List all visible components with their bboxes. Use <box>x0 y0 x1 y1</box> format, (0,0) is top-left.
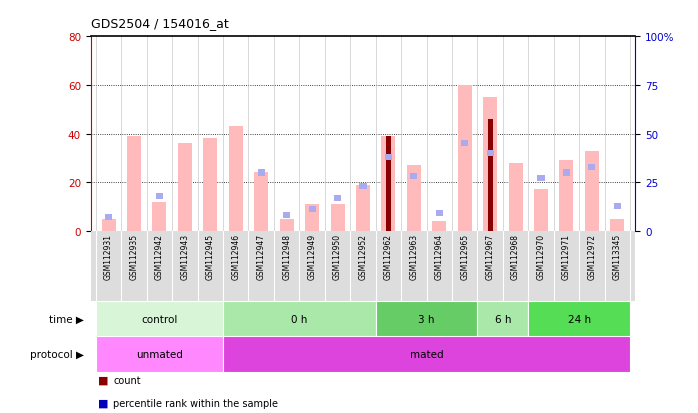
Text: GSM112949: GSM112949 <box>308 233 317 280</box>
Bar <box>223 337 630 372</box>
Text: percentile rank within the sample: percentile rank within the sample <box>113 398 278 408</box>
Bar <box>96 301 223 337</box>
Bar <box>534 190 548 231</box>
Text: GSM112972: GSM112972 <box>588 233 596 279</box>
Bar <box>105 215 112 221</box>
Text: GSM112968: GSM112968 <box>511 233 520 279</box>
Bar <box>156 193 163 199</box>
Text: GSM112942: GSM112942 <box>155 233 164 279</box>
Bar <box>563 170 570 176</box>
Text: 24 h: 24 h <box>567 314 591 324</box>
Bar <box>483 98 497 231</box>
Bar <box>152 202 166 231</box>
Text: unmated: unmated <box>136 349 183 359</box>
Bar <box>280 219 294 231</box>
Bar <box>560 161 574 231</box>
Bar <box>610 219 625 231</box>
Bar <box>96 337 223 372</box>
Bar <box>309 207 315 213</box>
Text: GSM113345: GSM113345 <box>613 233 622 280</box>
Text: GSM112963: GSM112963 <box>409 233 418 280</box>
Bar <box>254 173 268 231</box>
Bar <box>528 301 630 337</box>
Bar <box>436 211 443 217</box>
Bar <box>537 176 544 182</box>
Bar <box>229 127 243 231</box>
Text: GSM112965: GSM112965 <box>460 233 469 280</box>
Bar <box>101 219 116 231</box>
Text: GSM112962: GSM112962 <box>384 233 393 279</box>
Bar <box>258 170 265 176</box>
Bar <box>509 163 523 231</box>
Text: GSM112948: GSM112948 <box>282 233 291 279</box>
Text: GSM112945: GSM112945 <box>206 233 215 280</box>
Bar <box>588 164 595 170</box>
Text: mated: mated <box>410 349 443 359</box>
Bar <box>487 151 493 157</box>
Bar <box>359 184 366 190</box>
Bar <box>410 174 417 180</box>
Text: time ▶: time ▶ <box>49 314 84 324</box>
Text: GSM112931: GSM112931 <box>104 233 113 279</box>
Bar <box>386 137 391 231</box>
Bar <box>461 141 468 147</box>
Text: GSM112971: GSM112971 <box>562 233 571 279</box>
Text: GSM112964: GSM112964 <box>435 233 444 280</box>
Bar <box>376 301 477 337</box>
Bar <box>585 151 599 231</box>
Bar <box>614 203 621 209</box>
Text: 6 h: 6 h <box>495 314 511 324</box>
Bar <box>477 301 528 337</box>
Bar <box>305 204 319 231</box>
Text: GSM112947: GSM112947 <box>257 233 266 280</box>
Bar <box>334 195 341 201</box>
Bar <box>488 120 493 231</box>
Text: ■: ■ <box>98 398 108 408</box>
Bar <box>407 166 421 231</box>
Text: count: count <box>113 375 141 385</box>
Text: GDS2504 / 154016_at: GDS2504 / 154016_at <box>91 17 228 29</box>
Bar <box>385 154 392 161</box>
Bar <box>458 86 472 231</box>
Text: 0 h: 0 h <box>291 314 308 324</box>
Text: 3 h: 3 h <box>418 314 435 324</box>
Bar <box>127 137 141 231</box>
Text: GSM112970: GSM112970 <box>537 233 546 280</box>
Bar <box>283 213 290 219</box>
Bar <box>331 204 345 231</box>
Text: protocol ▶: protocol ▶ <box>30 349 84 359</box>
Text: GSM112946: GSM112946 <box>231 233 240 280</box>
Text: GSM112943: GSM112943 <box>180 233 189 280</box>
Text: GSM112952: GSM112952 <box>359 233 367 279</box>
Text: control: control <box>141 314 177 324</box>
Text: GSM112967: GSM112967 <box>486 233 495 280</box>
Text: GSM112935: GSM112935 <box>130 233 138 280</box>
Text: GSM112950: GSM112950 <box>333 233 342 280</box>
Text: ■: ■ <box>98 375 108 385</box>
Bar <box>356 185 370 231</box>
Bar <box>381 137 395 231</box>
Bar <box>203 139 217 231</box>
Bar <box>178 144 192 231</box>
Bar <box>432 221 446 231</box>
Bar <box>223 301 376 337</box>
